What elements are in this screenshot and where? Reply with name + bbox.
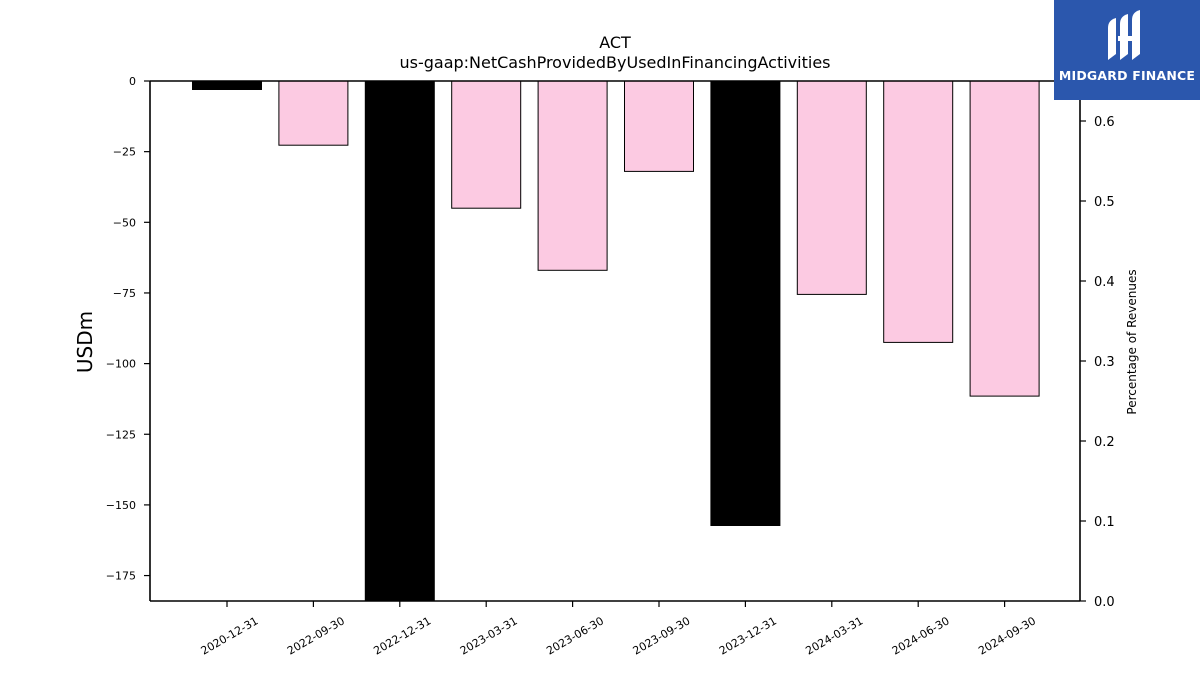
bar-2023-12-31 [710, 80, 781, 526]
bar-2023-06-30 [537, 80, 608, 271]
x-tick-label: 2024-09-30 [976, 614, 1038, 657]
y-axis-label: USDm [73, 311, 97, 373]
x-tick-label: 2022-09-30 [285, 614, 347, 657]
y-tick-label: −50 [113, 216, 136, 229]
y-tick-label: −175 [106, 570, 136, 583]
midgard-logo-icon [1108, 10, 1140, 60]
bar-2024-09-30 [969, 80, 1040, 397]
chart-subtitle: us-gaap:NetCashProvidedByUsedInFinancing… [399, 53, 830, 72]
y2-tick-label: 0.5 [1094, 195, 1115, 210]
x-tick-label: 2023-12-31 [717, 614, 779, 657]
bar-2024-06-30 [883, 80, 954, 343]
midgard-finance-logo: MIDGARD FINANCE [1054, 0, 1200, 100]
y-tick-label: 0 [129, 75, 136, 88]
y2-tick-label: 0.6 [1094, 115, 1115, 130]
y-tick-label: −25 [113, 146, 136, 159]
y2-tick-label: 0.4 [1094, 275, 1115, 290]
y2-tick-label: 0.0 [1094, 595, 1115, 610]
x-tick-label: 2023-03-31 [458, 614, 520, 657]
bar-2020-12-31 [192, 80, 262, 90]
y-tick-label: −75 [113, 287, 136, 300]
y2-axis-label: Percentage of Revenues [1125, 269, 1139, 414]
y2-tick-label: 0.3 [1094, 355, 1115, 370]
x-tick-label: 2024-03-31 [803, 614, 865, 657]
x-tick-label: 2023-09-30 [631, 614, 693, 657]
chart-title: ACT [599, 33, 631, 52]
y2-tick-label: 0.1 [1094, 515, 1115, 530]
bar-2023-03-31 [451, 80, 522, 209]
bar-2022-09-30 [278, 80, 349, 146]
x-tick-label: 2022-12-31 [371, 614, 433, 657]
bar-2022-12-31 [364, 80, 435, 602]
x-tick-label: 2020-12-31 [199, 614, 261, 657]
bar-2023-09-30 [624, 80, 694, 172]
y-tick-label: −125 [106, 428, 136, 441]
bars-group [192, 80, 1040, 602]
y-tick-label: −100 [106, 358, 136, 371]
logo-text: MIDGARD FINANCE [1058, 68, 1196, 83]
y2-tick-label: 0.2 [1094, 435, 1115, 450]
x-tick-label: 2023-06-30 [544, 614, 606, 657]
axes-group: 0 −25 −50 −75 −100 −125 −150 −175 0.0 0.1 0.2 0.3 0.… [106, 75, 1115, 658]
bar-2024-03-31 [796, 80, 867, 295]
y-tick-label: −150 [106, 499, 136, 512]
x-tick-label: 2024-06-30 [890, 614, 952, 657]
